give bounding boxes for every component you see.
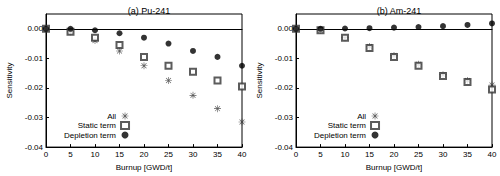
svg-text:Depletion term: Depletion term [64, 131, 116, 140]
svg-text:-0.01: -0.01 [275, 54, 294, 63]
svg-text:0.00: 0.00 [27, 24, 43, 33]
svg-text:Depletion term: Depletion term [314, 131, 366, 140]
svg-text:-0.01: -0.01 [25, 54, 44, 63]
svg-text:Burnup [GWD/t]: Burnup [GWD/t] [116, 163, 172, 172]
svg-text:5: 5 [68, 150, 73, 159]
svg-text:30: 30 [439, 150, 448, 159]
svg-text:15: 15 [115, 150, 124, 159]
svg-text:-0.02: -0.02 [275, 83, 294, 92]
svg-text:0: 0 [44, 150, 49, 159]
svg-text:10: 10 [91, 150, 100, 159]
svg-text:0.00: 0.00 [277, 24, 293, 33]
svg-text:35: 35 [463, 150, 472, 159]
svg-text:20: 20 [140, 150, 149, 159]
svg-text:25: 25 [414, 150, 423, 159]
svg-text:All: All [357, 112, 366, 121]
svg-text:Burnup [GWD/t]: Burnup [GWD/t] [366, 163, 422, 172]
svg-text:(b) Am-241: (b) Am-241 [377, 6, 422, 16]
svg-text:Static term: Static term [78, 121, 117, 130]
svg-text:0: 0 [294, 150, 299, 159]
svg-text:30: 30 [189, 150, 198, 159]
svg-text:20: 20 [390, 150, 399, 159]
svg-text:40: 40 [238, 150, 247, 159]
svg-text:-0.02: -0.02 [25, 83, 44, 92]
svg-text:All: All [107, 112, 116, 121]
svg-text:15: 15 [365, 150, 374, 159]
svg-text:5: 5 [318, 150, 323, 159]
svg-text:Sensitivity: Sensitivity [5, 63, 14, 99]
svg-text:25: 25 [164, 150, 173, 159]
svg-text:Static term: Static term [328, 121, 367, 130]
svg-text:40: 40 [488, 150, 497, 159]
svg-text:-0.03: -0.03 [275, 113, 294, 122]
svg-text:-0.04: -0.04 [25, 143, 44, 152]
svg-text:Sensitivity: Sensitivity [255, 63, 264, 99]
svg-text:-0.03: -0.03 [25, 113, 44, 122]
svg-text:10: 10 [341, 150, 350, 159]
svg-text:(a) Pu-241: (a) Pu-241 [128, 6, 171, 16]
svg-text:-0.04: -0.04 [275, 143, 294, 152]
svg-text:35: 35 [213, 150, 222, 159]
